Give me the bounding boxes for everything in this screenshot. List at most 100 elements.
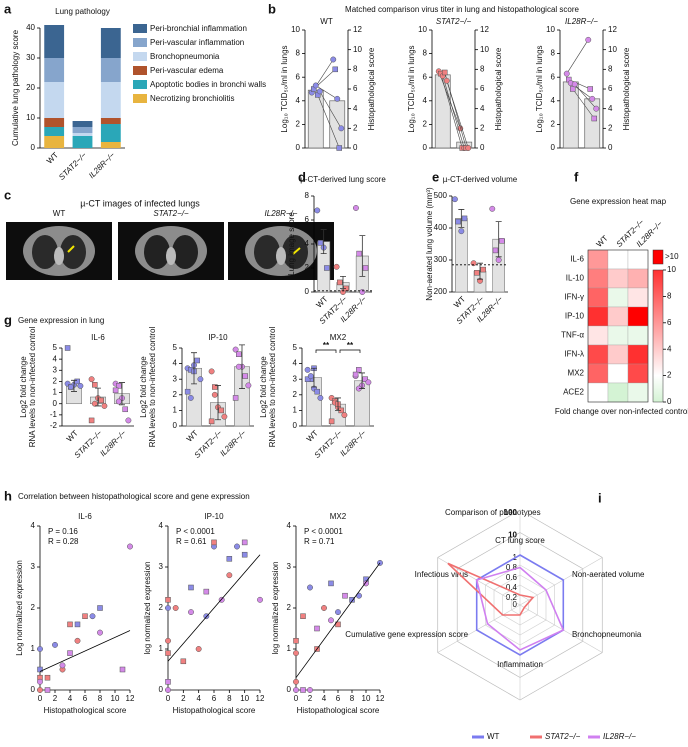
data-point xyxy=(293,650,299,657)
data-point xyxy=(211,539,217,546)
bar xyxy=(307,89,324,149)
bar-segment xyxy=(100,118,121,124)
tick-label: 0 xyxy=(166,694,171,703)
tick-label: 0 xyxy=(294,694,299,703)
fit-line xyxy=(39,630,131,672)
data-point xyxy=(89,613,96,620)
tick-label: 6 xyxy=(296,72,301,81)
tick-label: 6 xyxy=(608,84,613,93)
heatmap-cell xyxy=(587,287,609,308)
data-point xyxy=(317,240,324,246)
chart-title: IL-6 xyxy=(78,512,92,521)
tick-label: 0 xyxy=(159,685,164,694)
error-bar xyxy=(359,372,365,389)
data-point xyxy=(74,621,81,628)
tick-label: 12 xyxy=(256,694,265,703)
x-tick-label: IL28R−/− xyxy=(87,150,117,180)
data-point xyxy=(98,397,104,404)
data-point xyxy=(585,36,592,43)
data-point xyxy=(458,228,465,235)
data-point xyxy=(338,125,345,132)
tick-label: 4 xyxy=(608,104,613,113)
group-title: Gene expression in lung xyxy=(18,316,104,325)
tick-label: 2 xyxy=(667,371,672,380)
data-point xyxy=(242,373,248,379)
pair-line xyxy=(440,73,463,149)
data-point xyxy=(180,658,187,665)
tick-label: 8 xyxy=(98,694,103,703)
y-axis-label: Histopathological score xyxy=(367,47,376,130)
x-tick-label: IL28R−/− xyxy=(338,428,368,458)
tick-label: 10 xyxy=(362,694,371,703)
tick-label: 6 xyxy=(551,72,556,81)
bar-segment xyxy=(100,58,121,82)
panel-letter: h xyxy=(4,488,12,503)
tick-label: 4 xyxy=(293,359,298,368)
data-point xyxy=(342,592,348,599)
data-point xyxy=(188,609,194,616)
x-tick-label: WT xyxy=(45,150,60,165)
y-axis-label: Log2 fold change xyxy=(139,356,148,418)
error-bar xyxy=(340,276,346,289)
tick-label: 0 xyxy=(513,600,518,609)
axis-label: Inflammation xyxy=(497,660,543,669)
data-point xyxy=(571,81,578,88)
row-label: IFN-λ xyxy=(564,350,584,359)
axis-label: Non-aerated volume xyxy=(572,570,645,579)
data-point xyxy=(232,346,239,353)
data-point xyxy=(44,687,51,693)
tick-label: 10 xyxy=(111,694,120,703)
data-point xyxy=(451,196,458,203)
data-point xyxy=(92,382,98,388)
error-bar xyxy=(311,367,317,388)
ct-image xyxy=(228,222,334,280)
tick-label: 6 xyxy=(480,84,485,93)
legend-label: Apoptotic bodies in bronchi walls xyxy=(150,80,266,89)
data-point xyxy=(67,621,73,628)
tick-label: 1 xyxy=(173,406,178,415)
radar-series xyxy=(447,562,535,616)
heatmap-cell xyxy=(587,325,609,346)
chart-title: MX2 xyxy=(330,512,347,521)
data-point xyxy=(88,376,95,383)
tick-label: 8 xyxy=(353,64,358,73)
tick-label: 8 xyxy=(350,694,355,703)
row-label: ACE2 xyxy=(563,388,584,397)
tick-label: 2 xyxy=(293,390,298,399)
error-bar xyxy=(320,229,327,254)
heatmap-cell xyxy=(607,249,629,270)
data-point xyxy=(88,417,95,424)
ct-label: WT xyxy=(53,209,66,218)
bar-segment xyxy=(44,118,65,127)
axis-label: Cumulative gene expression score xyxy=(345,630,468,639)
chart-title: IL28R−/− xyxy=(565,17,598,26)
pair-line xyxy=(566,39,589,74)
y-axis-label: Histopathological score xyxy=(622,47,631,130)
data-point xyxy=(316,88,323,95)
annotation: R = 0.28 xyxy=(48,537,79,546)
legend-swatch xyxy=(133,66,147,75)
data-point xyxy=(335,621,341,628)
annotation: R = 0.61 xyxy=(176,537,207,546)
bar-segment xyxy=(44,82,65,118)
tick-label: 10 xyxy=(418,25,427,34)
y-axis-label: Log₁₀ TCID₅₀/ml in lungs xyxy=(407,45,416,132)
bar-segment xyxy=(44,136,65,148)
tick-label: 2 xyxy=(296,120,301,129)
annotation: R = 0.71 xyxy=(304,537,335,546)
data-point xyxy=(188,584,194,591)
significance-bracket xyxy=(315,349,337,353)
heatmap-cell xyxy=(607,344,629,365)
tick-label: 2 xyxy=(173,390,178,399)
data-point xyxy=(489,205,496,212)
y-axis-label: log normalized expression xyxy=(143,562,152,655)
error-bar xyxy=(477,262,483,280)
tick-label: 3 xyxy=(173,374,178,383)
data-point xyxy=(165,637,171,644)
tick-label: 10 xyxy=(240,694,249,703)
data-point xyxy=(203,588,210,595)
tick-label: 1 xyxy=(53,388,58,397)
heatmap-cell xyxy=(627,325,649,346)
x-tick-label: WT xyxy=(305,428,320,443)
data-point xyxy=(234,543,240,550)
